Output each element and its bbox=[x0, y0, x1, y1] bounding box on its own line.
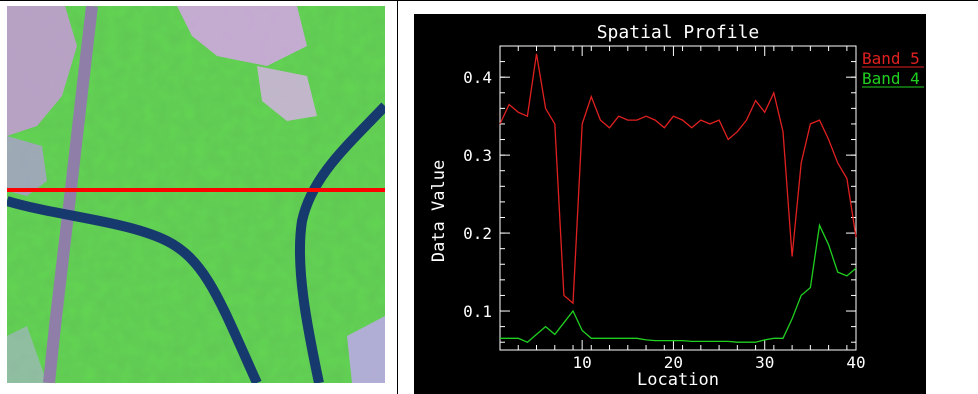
x-tick-label: 30 bbox=[755, 353, 774, 372]
x-tick-label: 10 bbox=[573, 353, 592, 372]
x-tick-label: 40 bbox=[846, 353, 865, 372]
x-axis-label: Location bbox=[637, 370, 719, 390]
chart-frame bbox=[397, 0, 978, 394]
series-line-band-4 bbox=[500, 223, 857, 343]
spatial-profile-chart: Spatial Profile Location Data Value 10 20… bbox=[414, 14, 926, 394]
satellite-image bbox=[7, 6, 385, 383]
y-tick-label: 0.4 bbox=[463, 68, 492, 87]
y-axis-label: Data Value bbox=[429, 160, 449, 262]
series-line-band-5 bbox=[499, 53, 857, 305]
image-panel bbox=[0, 0, 397, 390]
y-tick-label: 0.1 bbox=[463, 302, 492, 321]
chart-svg: Spatial Profile Location Data Value 10 20… bbox=[429, 22, 924, 390]
y-tick-label: 0.2 bbox=[463, 224, 492, 243]
x-tick-label: 20 bbox=[664, 353, 683, 372]
plot-frame bbox=[499, 45, 857, 351]
legend-label: Band 4 bbox=[862, 69, 920, 88]
plot-area: 10 20 30 40 0.1 0.2 0.3 0.4 bbox=[463, 45, 866, 372]
chart-title: Spatial Profile bbox=[597, 22, 760, 43]
y-tick-label: 0.3 bbox=[463, 146, 492, 165]
legend-label: Band 5 bbox=[862, 49, 920, 68]
